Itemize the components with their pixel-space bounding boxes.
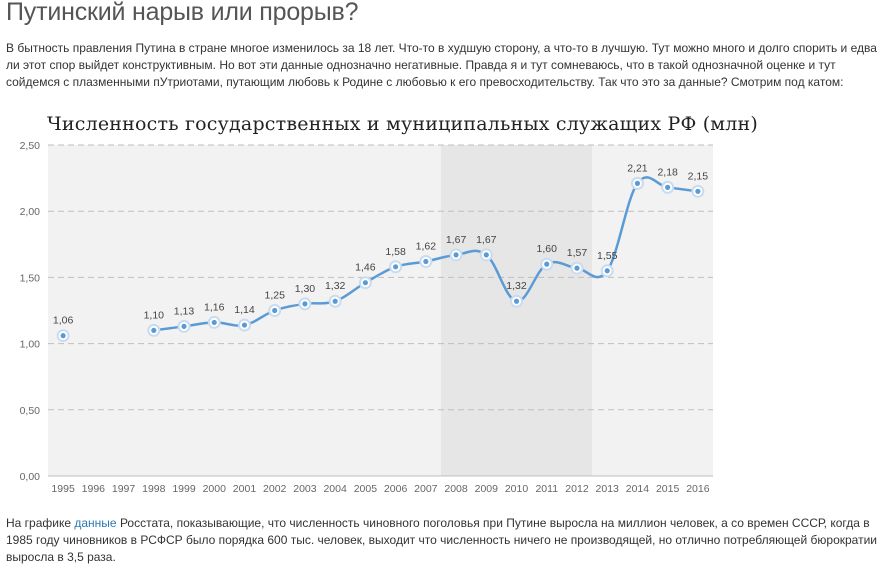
data-point xyxy=(149,326,158,335)
data-label: 1,10 xyxy=(144,309,165,321)
data-label: 1,30 xyxy=(295,283,316,295)
x-tick-label: 2003 xyxy=(293,483,317,495)
data-point xyxy=(59,331,67,340)
y-tick-label: 1,00 xyxy=(20,339,41,351)
data-point xyxy=(361,278,370,287)
x-tick-label: 2012 xyxy=(565,483,589,495)
intro-text: В бытность правления Путина в стране мно… xyxy=(6,41,877,89)
x-tick-label: 2015 xyxy=(656,483,680,495)
x-tick-label: 1997 xyxy=(112,483,136,495)
x-tick-label: 2006 xyxy=(384,483,408,495)
chart: Численность государственных и муниципаль… xyxy=(0,108,886,508)
data-point xyxy=(180,322,188,331)
data-label: 1,14 xyxy=(234,304,255,316)
data-label: 1,06 xyxy=(53,315,74,327)
data-point xyxy=(422,257,430,266)
data-label: 1,46 xyxy=(355,262,376,274)
x-tick-label: 2005 xyxy=(354,483,378,495)
x-tick-label: 2000 xyxy=(203,483,227,495)
data-point xyxy=(573,264,581,272)
x-tick-label: 2014 xyxy=(626,483,650,495)
data-point xyxy=(694,187,702,196)
data-point xyxy=(542,260,551,268)
data-label: 1,32 xyxy=(506,280,527,292)
y-tick-label: 2,00 xyxy=(20,206,41,218)
data-point xyxy=(452,251,460,259)
data-label: 1,60 xyxy=(537,243,558,255)
data-label: 2,18 xyxy=(657,166,678,178)
y-tick-label: 2,50 xyxy=(20,140,41,152)
plot-area xyxy=(48,145,713,476)
data-point xyxy=(270,306,279,315)
x-tick-label: 2011 xyxy=(535,483,558,495)
data-label: 2,15 xyxy=(688,170,709,182)
y-tick-label: 0,50 xyxy=(20,405,41,417)
outro-before: На графике xyxy=(6,516,75,530)
x-tick-label: 1998 xyxy=(142,483,166,495)
x-tick-label: 2008 xyxy=(444,483,468,495)
data-point xyxy=(663,183,672,192)
data-label: 1,62 xyxy=(416,241,437,253)
page-title: Путинский нарыв или прорыв? xyxy=(6,0,359,26)
chart-title: Численность государственных и муниципаль… xyxy=(47,113,759,135)
data-label: 1,32 xyxy=(325,280,346,292)
data-point xyxy=(482,251,491,259)
x-tick-label: 2016 xyxy=(686,483,710,495)
x-tick-label: 2004 xyxy=(323,483,347,495)
chart-svg: 0,00 0,50 1,00 1,50 2,00 2,50 1995 1996 1997 1998… xyxy=(20,140,713,495)
y-tick-label: 0,00 xyxy=(20,471,41,483)
x-tick-label: 1996 xyxy=(82,483,106,495)
outro-after: Росстата, показывающие, что численность … xyxy=(6,516,877,564)
x-tick-label: 2007 xyxy=(414,483,438,495)
data-label: 1,16 xyxy=(204,301,225,313)
data-point xyxy=(301,300,309,308)
x-tick-label: 2010 xyxy=(505,483,529,495)
data-label: 1,55 xyxy=(597,250,618,262)
x-tick-label: 1995 xyxy=(51,483,75,495)
x-tick-label: 2001 xyxy=(233,483,257,495)
data-link[interactable]: данные xyxy=(74,516,117,530)
data-point xyxy=(210,318,219,327)
x-tick-label: 2013 xyxy=(596,483,620,495)
data-point xyxy=(240,321,249,329)
data-label: 1,67 xyxy=(476,234,497,246)
data-label: 1,25 xyxy=(264,290,285,302)
data-label: 1,67 xyxy=(446,234,467,246)
data-point xyxy=(603,266,612,275)
data-label: 1,58 xyxy=(385,246,406,258)
highlight-band xyxy=(440,145,593,476)
data-point xyxy=(391,263,400,271)
data-point xyxy=(512,297,521,306)
x-tick-label: 1999 xyxy=(172,483,196,495)
x-tick-label: 2009 xyxy=(475,483,499,495)
data-point xyxy=(331,297,339,306)
y-tick-label: 1,50 xyxy=(20,272,41,284)
data-label: 1,13 xyxy=(174,305,195,317)
outro-text: На графике данные Росстата, показывающие… xyxy=(6,515,878,566)
data-label: 2,21 xyxy=(627,162,648,174)
data-label: 1,57 xyxy=(567,247,588,259)
data-point xyxy=(633,179,642,188)
x-tick-label: 2002 xyxy=(263,483,287,495)
